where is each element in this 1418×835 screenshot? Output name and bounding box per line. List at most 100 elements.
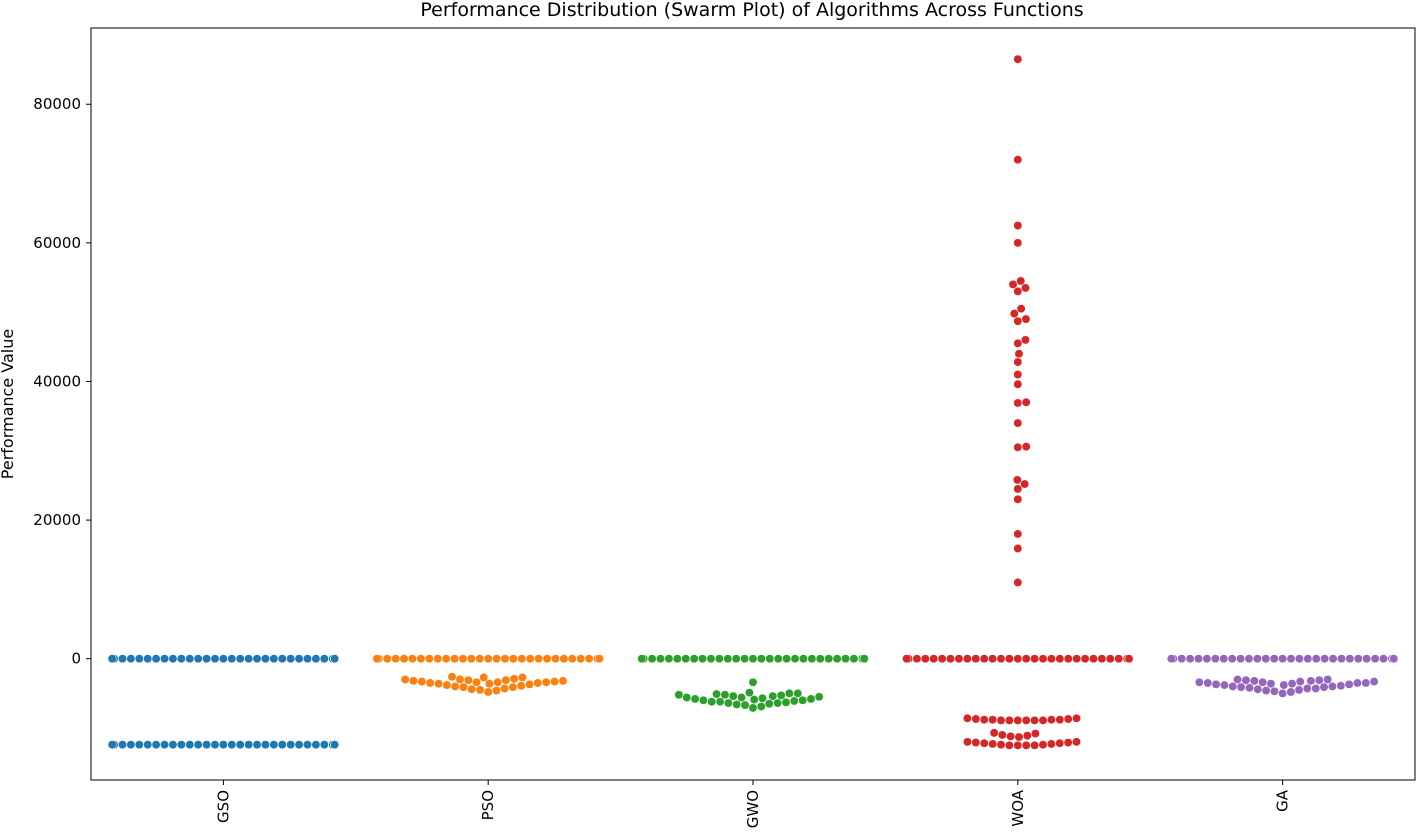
data-point <box>559 654 569 664</box>
data-point <box>441 654 451 664</box>
data-point <box>1345 654 1355 664</box>
data-point <box>399 654 409 664</box>
data-point <box>720 690 730 700</box>
data-point <box>1177 654 1187 664</box>
data-point <box>424 654 434 664</box>
data-point <box>160 654 169 664</box>
data-point <box>269 740 279 750</box>
data-point <box>748 703 758 713</box>
data-point <box>483 687 493 697</box>
y-axis-label: Performance Value <box>0 329 17 479</box>
data-point <box>416 654 426 664</box>
data-point <box>1219 654 1229 664</box>
data-point <box>962 654 972 664</box>
data-point <box>143 654 153 664</box>
data-point <box>1286 654 1296 664</box>
data-point <box>286 654 296 664</box>
data-point <box>1046 654 1056 664</box>
data-point <box>1233 675 1243 684</box>
data-point <box>782 654 792 664</box>
data-point <box>107 740 117 750</box>
data-point <box>1370 654 1380 664</box>
data-point <box>1013 578 1023 587</box>
data-point <box>1014 732 1024 742</box>
data-point <box>472 677 481 687</box>
data-point <box>672 654 682 664</box>
data-point <box>737 693 746 702</box>
data-point <box>479 672 489 682</box>
data-point <box>1252 654 1262 664</box>
data-point <box>706 654 716 664</box>
data-point <box>1038 654 1048 664</box>
data-point <box>740 654 750 664</box>
data-point <box>475 654 485 664</box>
data-point <box>1269 654 1279 664</box>
data-point <box>1379 654 1388 664</box>
data-point <box>656 654 665 664</box>
data-point <box>728 691 738 701</box>
data-point <box>492 654 502 664</box>
series-gwo <box>637 654 869 713</box>
data-point <box>227 654 237 664</box>
data-point <box>744 688 754 698</box>
data-point <box>269 654 279 664</box>
data-point <box>1294 654 1304 664</box>
data-point <box>1389 654 1399 664</box>
data-point <box>768 691 778 701</box>
data-point <box>455 675 465 684</box>
data-point <box>1055 654 1065 664</box>
data-point <box>799 654 808 664</box>
data-point <box>996 715 1006 725</box>
data-point <box>492 686 501 696</box>
data-point <box>551 654 560 664</box>
data-point <box>1278 654 1288 664</box>
data-point <box>1063 654 1073 664</box>
data-point <box>151 654 161 664</box>
data-point <box>450 654 460 664</box>
plot-area <box>107 54 1399 750</box>
data-point <box>235 654 245 664</box>
data-point <box>1013 484 1023 494</box>
data-point <box>989 728 999 738</box>
data-point <box>1012 475 1022 485</box>
data-point <box>1302 684 1312 693</box>
data-point <box>807 654 817 664</box>
data-point <box>1013 494 1023 504</box>
data-point <box>252 654 262 664</box>
data-point <box>1227 654 1237 664</box>
data-point <box>1021 715 1031 725</box>
data-point <box>1013 740 1023 750</box>
data-point <box>168 654 178 664</box>
data-point <box>447 672 457 682</box>
data-point <box>126 740 136 750</box>
data-point <box>1013 338 1023 348</box>
data-point <box>1194 677 1204 687</box>
data-point <box>1063 738 1073 748</box>
data-point <box>372 654 382 664</box>
data-point <box>501 675 511 685</box>
data-point <box>1236 654 1246 664</box>
data-point <box>517 672 527 682</box>
data-point <box>1055 715 1065 725</box>
data-point <box>409 676 418 686</box>
data-point <box>841 654 850 664</box>
data-point <box>1013 715 1023 725</box>
data-point <box>319 740 329 750</box>
data-point <box>784 688 794 698</box>
data-point <box>1030 729 1040 739</box>
data-point <box>1353 654 1363 664</box>
data-point <box>674 690 684 700</box>
data-point <box>849 654 859 664</box>
data-point <box>946 654 955 664</box>
data-point <box>475 685 485 695</box>
data-point <box>1020 479 1030 489</box>
data-point <box>235 740 245 750</box>
data-point <box>698 695 708 705</box>
data-point <box>118 654 127 664</box>
data-point <box>1361 678 1371 688</box>
data-point <box>1261 654 1271 664</box>
data-point <box>1194 654 1203 664</box>
data-point <box>971 714 981 724</box>
data-point <box>1022 731 1032 741</box>
data-point <box>1009 309 1019 318</box>
